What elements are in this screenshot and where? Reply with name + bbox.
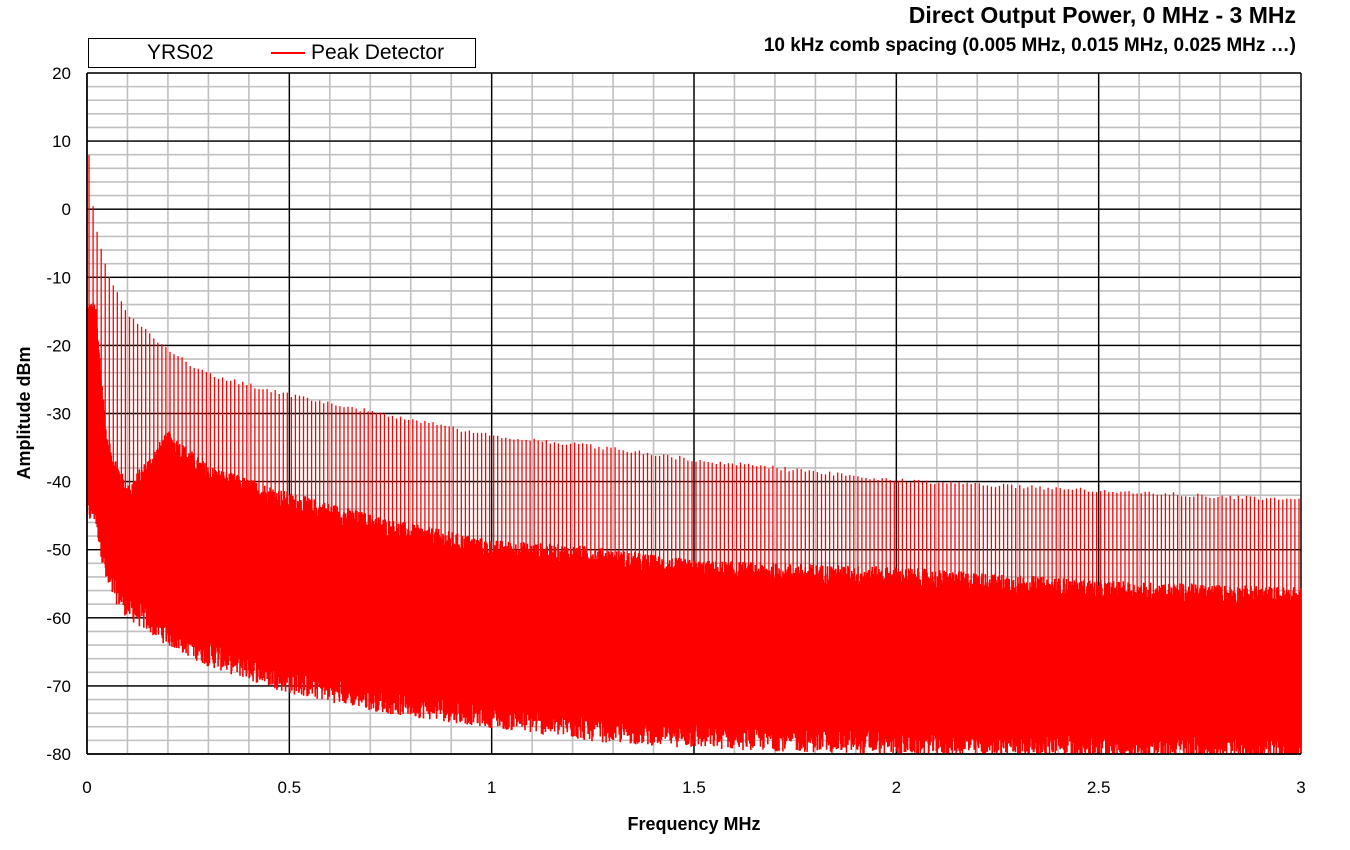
legend-swatch [271, 52, 305, 54]
series-peak-detector [86, 155, 1302, 754]
x-tick-label: 2 [892, 778, 901, 797]
y-tick-label: -70 [46, 677, 71, 696]
major-grid [86, 72, 1302, 755]
y-tick-label: -20 [46, 336, 71, 355]
y-tick-label: -60 [46, 609, 71, 628]
x-tick-labels: 0 0.5 1 1.5 2 2.5 3 [82, 778, 1305, 797]
y-tick-label: 20 [52, 64, 71, 83]
y-tick-label: -40 [46, 473, 71, 492]
legend-group-label: YRS02 [147, 41, 214, 64]
chart-title: Direct Output Power, 0 MHz - 3 MHz [908, 2, 1296, 28]
y-tick-label: -10 [46, 268, 71, 287]
x-tick-label: 1.5 [682, 778, 706, 797]
series-comb-tones [88, 155, 1300, 611]
y-tick-label: 10 [52, 132, 71, 151]
x-axis-label: Frequency MHz [627, 814, 760, 834]
axes [86, 73, 1301, 755]
x-tick-label: 1 [487, 778, 496, 797]
x-tick-label: 3 [1296, 778, 1305, 797]
chart-subtitle: 10 kHz comb spacing (0.005 MHz, 0.015 MH… [763, 35, 1296, 56]
y-tick-label: -30 [46, 405, 71, 424]
y-tick-label: -50 [46, 541, 71, 560]
y-tick-label: -80 [46, 745, 71, 764]
x-tick-label: 0.5 [278, 778, 302, 797]
y-tick-label: 0 [62, 200, 71, 219]
y-axis-label: Amplitude dBm [14, 347, 34, 480]
y-tick-labels: 20 10 0 -10 -20 -30 -40 -50 -60 -70 -80 [46, 64, 71, 764]
legend-series-label: Peak Detector [311, 41, 445, 64]
x-tick-label: 0 [82, 778, 91, 797]
legend: YRS02 Peak Detector [88, 38, 476, 68]
x-tick-label: 2.5 [1087, 778, 1111, 797]
